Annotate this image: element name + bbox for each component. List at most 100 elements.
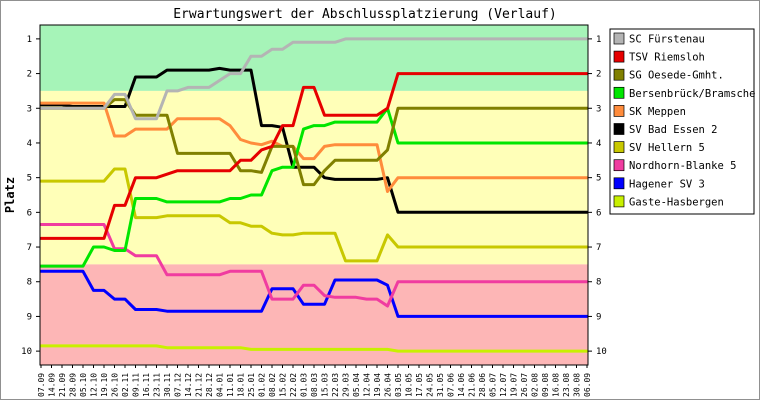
y-tick-label-left: 2 [27,70,32,80]
legend-label: SK Meppen [629,106,686,118]
y-tick-label-left: 5 [27,174,32,184]
x-tick-label: 26.07 [520,373,529,397]
x-tick-label: 26.04 [384,373,393,397]
x-tick-label: 09.08 [541,373,550,397]
x-tick-label: 06.09 [583,373,592,397]
legend-swatch [613,105,625,117]
x-tick-label: 12.10 [90,373,99,397]
x-tick-label: 12.07 [499,373,508,397]
legend-label: SV Hellern 5 [629,142,705,154]
x-tick-label: 28.12 [205,373,214,397]
legend-label: Gaste-Hasbergen [629,196,724,208]
legend-box [609,28,755,215]
x-tick-label: 07.09 [37,373,46,397]
series-line-tsv-riemsloh [39,72,589,240]
background-zones [40,25,588,365]
y-tick-label-left: 4 [27,139,32,149]
x-tick-label: 05.07 [489,373,498,397]
series-line-sk-meppen [39,101,589,193]
y-tick-label-left: 3 [27,104,32,114]
x-tick-label: 05.04 [352,373,361,397]
series-line-sc-f-rstenau [39,37,589,121]
x-tick-label: 23.11 [153,373,162,397]
x-tick-label: 21.12 [195,373,204,397]
x-tick-label: 21.09 [58,373,67,397]
legend-label: SV Bad Essen 2 [629,124,718,136]
y-tick-label-right: 8 [596,278,601,288]
legend-label: SC Fürstenau [629,34,705,46]
x-tick-label: 14.06 [457,373,466,397]
legend: SC Fürstenau TSV Riemsloh SG Oesede-Gmht. B… [609,28,755,215]
x-tick-label: 19.10 [100,373,109,397]
y-tick-label-right: 9 [596,312,601,322]
x-tick-label: 16.08 [552,373,561,397]
x-tick-label: 08.02 [268,373,277,397]
legend-swatch [613,159,625,172]
y-tick-label-right: 10 [596,347,607,357]
series-line-bersenbr-ck-bramsche [39,106,589,268]
y-tick-label-left: 8 [27,278,32,288]
x-tick-label: 18.01 [237,373,246,397]
legend-swatch [613,177,625,190]
y-tick-label-left: 1 [27,35,32,45]
legend-swatch [613,195,625,208]
x-tick-label: 19.07 [510,373,519,397]
x-tick-label: 26.10 [111,373,120,397]
legend-label: Nordhorn-Blanke 5 [629,160,736,172]
x-tick-label: 23.08 [562,373,571,397]
legend-swatch [613,68,625,81]
y-tick-label-right: 5 [596,174,601,184]
x-tick-label: 12.04 [363,373,372,397]
y-tick-label-right: 7 [596,243,601,253]
series-line-nordhorn-blanke-5 [39,223,589,308]
zone-promotion [40,25,588,91]
y-tick-label-left: 6 [27,208,32,218]
x-tick-label: 10.05 [405,373,414,397]
x-tick-label: 31.05 [436,373,445,397]
x-tick-label: 05.10 [79,373,88,397]
x-tick-label: 04.01 [216,373,225,397]
legend-label: SG Oesede-Gmht. [629,70,724,82]
y-tick-label-left: 7 [27,243,32,253]
x-ticks: 07.09 14.09 21.09 28.09 05.10 12.10 19.10 26.10… [37,365,592,397]
legend-swatch [613,141,625,153]
series-line-sv-hellern-5 [39,167,589,263]
y-tick-label-left: 9 [27,312,32,322]
series-line-gaste-hasbergen [39,344,589,353]
y-tick-label-right: 6 [596,208,601,218]
chart-title: Erwartungswert der Abschlussplatzierung … [173,7,557,22]
legend-label: Hagener SV 3 [629,178,705,190]
x-tick-label: 09.11 [132,373,141,397]
legend-swatch [613,86,625,99]
x-tick-label: 16.11 [142,373,151,397]
x-tick-label: 11.01 [226,373,235,397]
x-tick-label: 22.02 [289,373,298,397]
y-tick-label-right: 4 [596,139,601,149]
x-tick-label: 15.02 [279,373,288,397]
x-tick-label: 28.06 [478,373,487,397]
x-tick-label: 02.11 [121,373,130,397]
x-tick-label: 08.03 [310,373,319,397]
y-axis-label: Platz [3,177,17,213]
legend-label: TSV Riemsloh [629,52,705,64]
x-tick-label: 14.09 [48,373,57,397]
series-group [39,37,589,353]
legend-swatch [613,32,625,45]
y-tick-label-right: 1 [596,35,601,45]
x-tick-label: 07.06 [447,373,456,397]
legend-swatch [613,123,625,135]
x-tick-label: 30.08 [573,373,582,397]
x-tick-label: 14.12 [184,373,193,397]
x-tick-label: 07.12 [174,373,183,397]
x-tick-label: 15.03 [321,373,330,397]
x-tick-label: 03.05 [394,373,403,397]
x-tick-label: 28.09 [69,373,78,397]
x-tick-label: 29.03 [342,373,351,397]
x-tick-label: 17.05 [415,373,424,397]
x-tick-label: 25.01 [247,373,256,397]
legend-label: Bersenbrück/Bramsche [629,88,755,100]
x-tick-label: 19.04 [373,373,382,397]
x-tick-label: 02.08 [531,373,540,397]
series-line-sv-bad-essen-2 [39,66,589,214]
